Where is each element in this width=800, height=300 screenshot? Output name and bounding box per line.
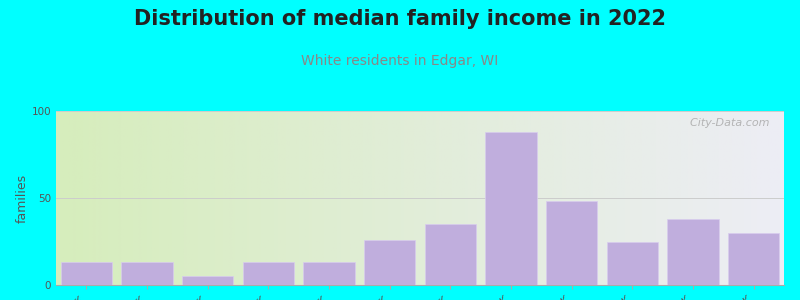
Bar [364, 240, 415, 285]
Y-axis label: families: families [16, 173, 29, 223]
Bar [182, 276, 234, 285]
Bar [486, 132, 537, 285]
Bar [546, 202, 598, 285]
Bar [122, 262, 173, 285]
Bar [61, 262, 112, 285]
Bar [425, 224, 476, 285]
Bar [606, 242, 658, 285]
Text: White residents in Edgar, WI: White residents in Edgar, WI [302, 54, 498, 68]
Bar [242, 262, 294, 285]
Bar [728, 233, 779, 285]
Text: City-Data.com: City-Data.com [683, 118, 770, 128]
Bar [303, 262, 354, 285]
Bar [667, 219, 718, 285]
Text: Distribution of median family income in 2022: Distribution of median family income in … [134, 9, 666, 29]
